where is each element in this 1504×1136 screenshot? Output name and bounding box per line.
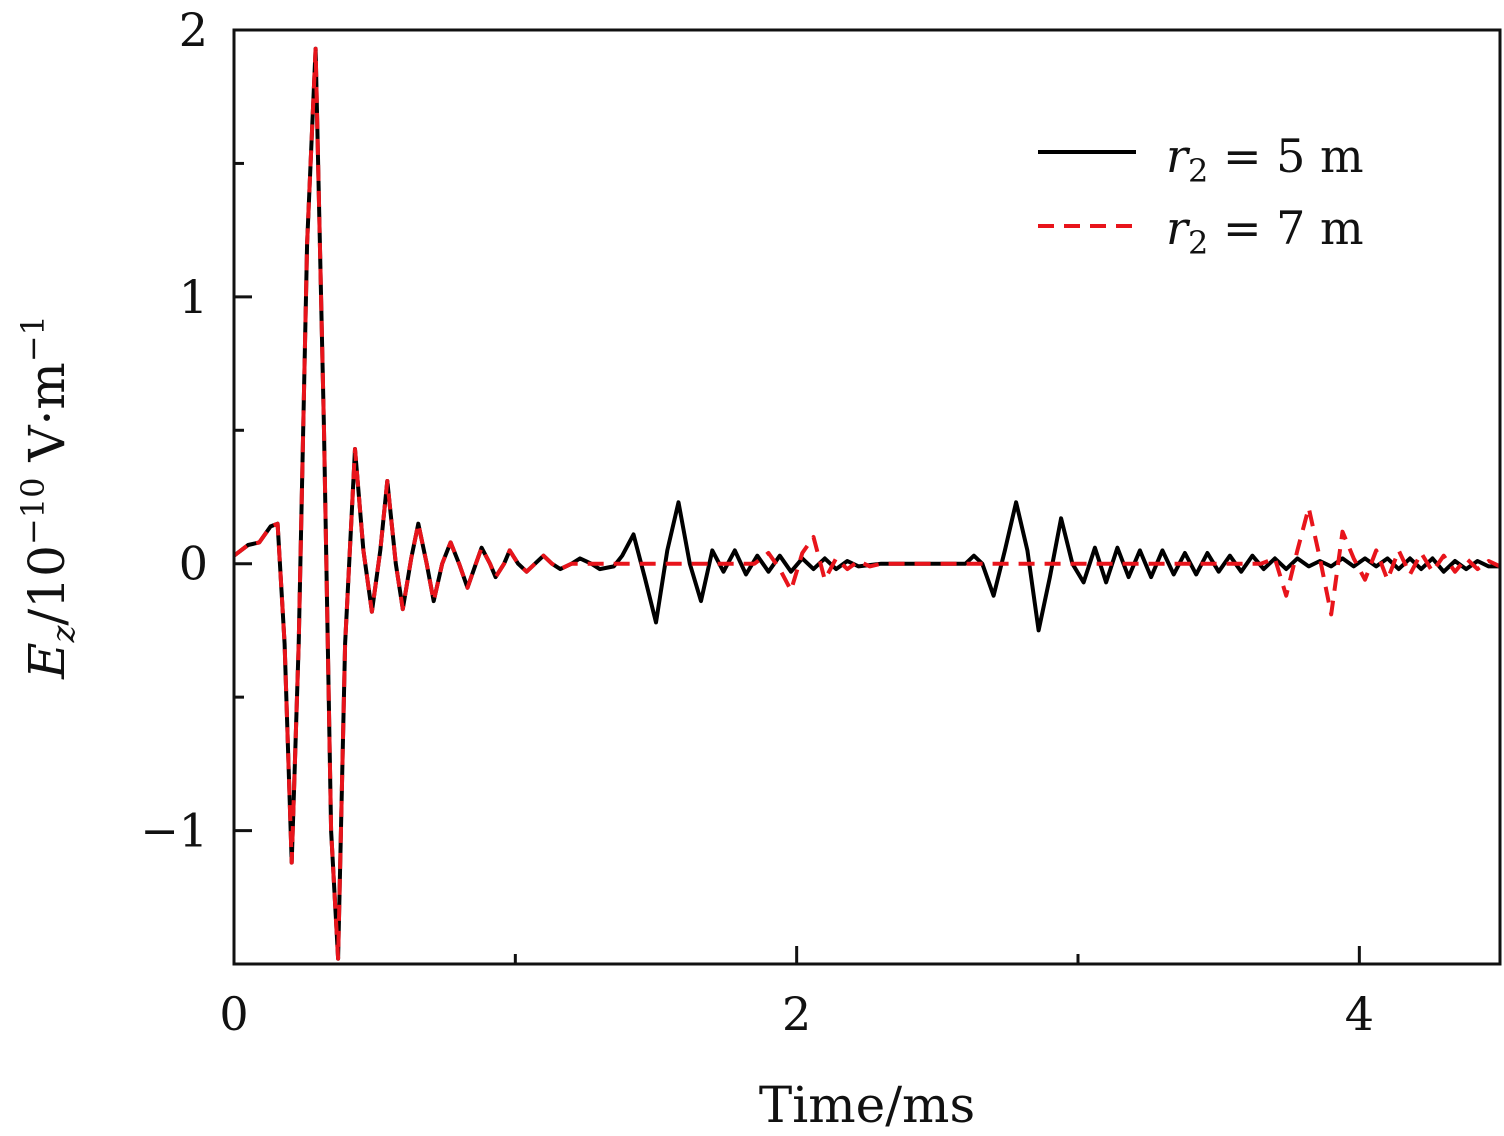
y-tick-label: 2 xyxy=(179,3,208,57)
y-tick-label: 0 xyxy=(179,537,208,591)
x-tick-label: 2 xyxy=(782,987,811,1041)
series-line-0 xyxy=(234,46,1500,961)
series-layer xyxy=(234,46,1500,961)
plot-frame xyxy=(232,28,1502,966)
x-tick-label: 4 xyxy=(1345,987,1374,1041)
y-tick-label: −1 xyxy=(140,804,208,858)
legend: r2 = 5 m r2 = 7 m xyxy=(1038,129,1364,262)
x-tick-label: 0 xyxy=(219,987,248,1041)
ticks-layer: 0 2 4 −1 0 1 2 xyxy=(140,3,1374,1041)
x-axis-title: Time/ms xyxy=(759,1076,975,1134)
legend-label-r2-5m: r2 = 5 m xyxy=(1166,129,1364,190)
legend-label-r2-7m: r2 = 7 m xyxy=(1166,201,1364,262)
y-axis-title: Ez/10−10 V·m−1 xyxy=(14,315,82,680)
y-tick-label: 1 xyxy=(179,270,208,324)
series-line-1 xyxy=(234,46,1500,961)
